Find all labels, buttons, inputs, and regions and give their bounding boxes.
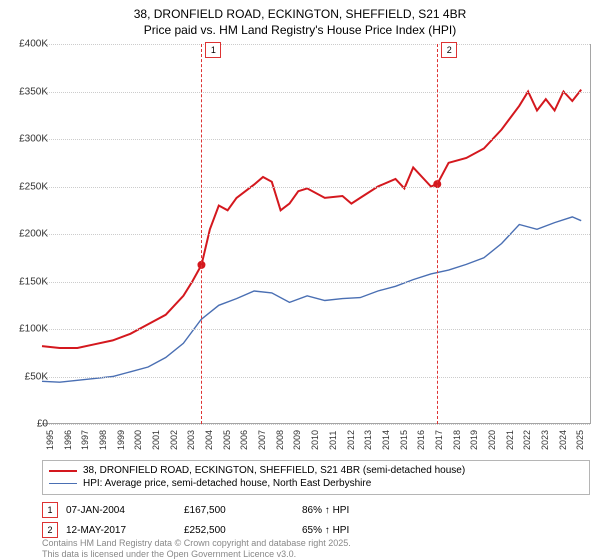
- footer-rows: 1 07-JAN-2004 £167,500 86% ↑ HPI 2 12-MAY-201…: [42, 500, 590, 540]
- x-tick-label: 2004: [204, 430, 214, 450]
- y-tick-label: £50K: [8, 371, 48, 382]
- chart-area: 1995199619971998199920002001200220032004…: [42, 44, 591, 424]
- attribution-line1: Contains HM Land Registry data © Crown c…: [42, 538, 590, 549]
- footer-delta: 65% ↑ HPI: [302, 525, 412, 536]
- y-tick-label: £350K: [8, 86, 48, 97]
- x-tick-label: 1997: [80, 430, 90, 450]
- grid-line: [42, 44, 590, 45]
- series-line-hpi: [42, 217, 581, 382]
- chart-container: 38, DRONFIELD ROAD, ECKINGTON, SHEFFIELD…: [0, 0, 600, 560]
- grid-line: [42, 424, 590, 425]
- annotation-vline: [437, 44, 438, 424]
- legend-row: 38, DRONFIELD ROAD, ECKINGTON, SHEFFIELD…: [49, 464, 583, 477]
- x-tick-label: 2006: [239, 430, 249, 450]
- legend-swatch: [49, 470, 77, 472]
- series-line-property: [42, 90, 581, 348]
- x-tick-label: 2020: [487, 430, 497, 450]
- x-tick-label: 1996: [63, 430, 73, 450]
- legend-row: HPI: Average price, semi-detached house,…: [49, 477, 583, 490]
- x-tick-label: 1999: [116, 430, 126, 450]
- grid-line: [42, 377, 590, 378]
- grid-line: [42, 329, 590, 330]
- footer-flag: 2: [42, 522, 58, 538]
- x-tick-label: 2018: [452, 430, 462, 450]
- x-tick-label: 2010: [310, 430, 320, 450]
- footer-date: 12-MAY-2017: [66, 525, 176, 536]
- footer-flag: 1: [42, 502, 58, 518]
- grid-line: [42, 139, 590, 140]
- x-tick-label: 2021: [505, 430, 515, 450]
- title-line1: 38, DRONFIELD ROAD, ECKINGTON, SHEFFIELD…: [0, 6, 600, 22]
- x-tick-label: 1998: [98, 430, 108, 450]
- grid-line: [42, 282, 590, 283]
- y-tick-label: £400K: [8, 38, 48, 49]
- x-tick-label: 2025: [575, 430, 585, 450]
- x-tick-label: 2002: [169, 430, 179, 450]
- attribution-line2: This data is licensed under the Open Gov…: [42, 549, 590, 560]
- x-tick-label: 2014: [381, 430, 391, 450]
- y-tick-label: £200K: [8, 228, 48, 239]
- footer-price: £252,500: [184, 525, 294, 536]
- title-line2: Price paid vs. HM Land Registry's House …: [0, 22, 600, 38]
- annotation-vline: [201, 44, 202, 424]
- grid-line: [42, 234, 590, 235]
- legend-label: HPI: Average price, semi-detached house,…: [83, 478, 371, 489]
- x-tick-label: 2009: [292, 430, 302, 450]
- footer-price: £167,500: [184, 505, 294, 516]
- x-tick-label: 2000: [133, 430, 143, 450]
- x-tick-label: 2017: [434, 430, 444, 450]
- x-tick-label: 2019: [469, 430, 479, 450]
- footer-delta: 86% ↑ HPI: [302, 505, 412, 516]
- footer-row: 1 07-JAN-2004 £167,500 86% ↑ HPI: [42, 500, 590, 520]
- grid-line: [42, 92, 590, 93]
- y-tick-label: £0: [8, 418, 48, 429]
- x-tick-label: 2022: [522, 430, 532, 450]
- x-tick-label: 2005: [222, 430, 232, 450]
- x-tick-label: 2016: [416, 430, 426, 450]
- legend-box: 38, DRONFIELD ROAD, ECKINGTON, SHEFFIELD…: [42, 460, 590, 495]
- attribution: Contains HM Land Registry data © Crown c…: [42, 538, 590, 560]
- annotation-flag: 1: [205, 42, 221, 58]
- x-tick-label: 2011: [328, 431, 338, 450]
- x-tick-label: 2007: [257, 430, 267, 450]
- grid-line: [42, 187, 590, 188]
- x-tick-label: 2003: [186, 430, 196, 450]
- y-tick-label: £300K: [8, 133, 48, 144]
- footer-date: 07-JAN-2004: [66, 505, 176, 516]
- x-tick-label: 1995: [45, 430, 55, 450]
- title-block: 38, DRONFIELD ROAD, ECKINGTON, SHEFFIELD…: [0, 0, 600, 38]
- x-tick-label: 2013: [363, 430, 373, 450]
- footer-row: 2 12-MAY-2017 £252,500 65% ↑ HPI: [42, 520, 590, 540]
- legend-label: 38, DRONFIELD ROAD, ECKINGTON, SHEFFIELD…: [83, 465, 465, 476]
- x-tick-label: 2024: [558, 430, 568, 450]
- x-tick-label: 2015: [399, 430, 409, 450]
- legend-swatch: [49, 483, 77, 484]
- annotation-flag: 2: [441, 42, 457, 58]
- y-tick-label: £250K: [8, 181, 48, 192]
- y-tick-label: £100K: [8, 323, 48, 334]
- x-tick-label: 2012: [346, 430, 356, 450]
- x-tick-label: 2023: [540, 430, 550, 450]
- y-tick-label: £150K: [8, 276, 48, 287]
- x-tick-label: 2008: [275, 430, 285, 450]
- x-tick-label: 2001: [151, 430, 161, 450]
